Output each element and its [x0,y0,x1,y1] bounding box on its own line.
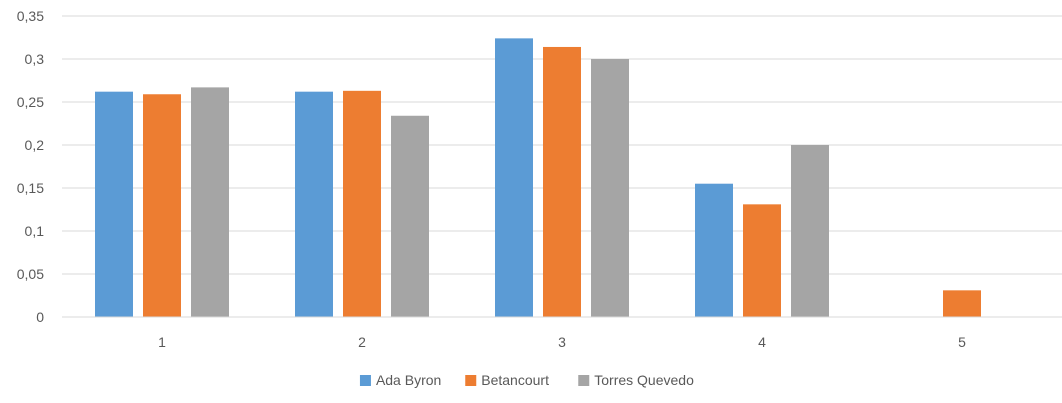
y-tick-label: 0,05 [17,266,44,282]
bar [95,91,133,318]
bar [591,59,629,317]
bars [95,38,981,318]
y-tick-label: 0,35 [17,8,44,24]
bar [743,204,781,317]
legend-label: Torres Quevedo [594,372,694,388]
bar [391,115,429,317]
bar [495,38,533,318]
legend-swatch [359,375,371,386]
y-tick-label: 0,25 [17,94,44,110]
y-tick-label: 0,1 [25,223,45,239]
legend: Ada Byron Betancourt Torres Quevedo [359,372,694,388]
legend-label: Ada Byron [376,372,441,388]
x-tick-label: 3 [558,334,566,350]
bar [791,145,829,317]
x-tick-label: 1 [158,334,166,350]
x-tick-label: 4 [758,334,766,350]
legend-swatch [465,375,477,386]
bar [695,183,733,317]
y-tick-label: 0 [36,309,44,325]
legend-label: Betancourt [481,372,549,388]
bar [143,94,181,317]
bar [543,46,581,318]
y-axis-tick-labels: 0 0,05 0,1 0,15 0,2 0,25 0,3 0,35 [17,8,44,325]
y-tick-label: 0,2 [25,137,45,153]
y-tick-label: 0,15 [17,180,44,196]
x-tick-label: 2 [358,334,366,350]
bar [295,91,333,318]
bar [943,290,981,317]
bar [191,87,229,317]
bar [343,90,381,317]
x-tick-label: 5 [958,334,966,350]
y-tick-label: 0,3 [25,51,45,67]
x-axis-tick-labels: 1 2 3 4 5 [158,334,966,350]
legend-swatch [578,375,590,386]
